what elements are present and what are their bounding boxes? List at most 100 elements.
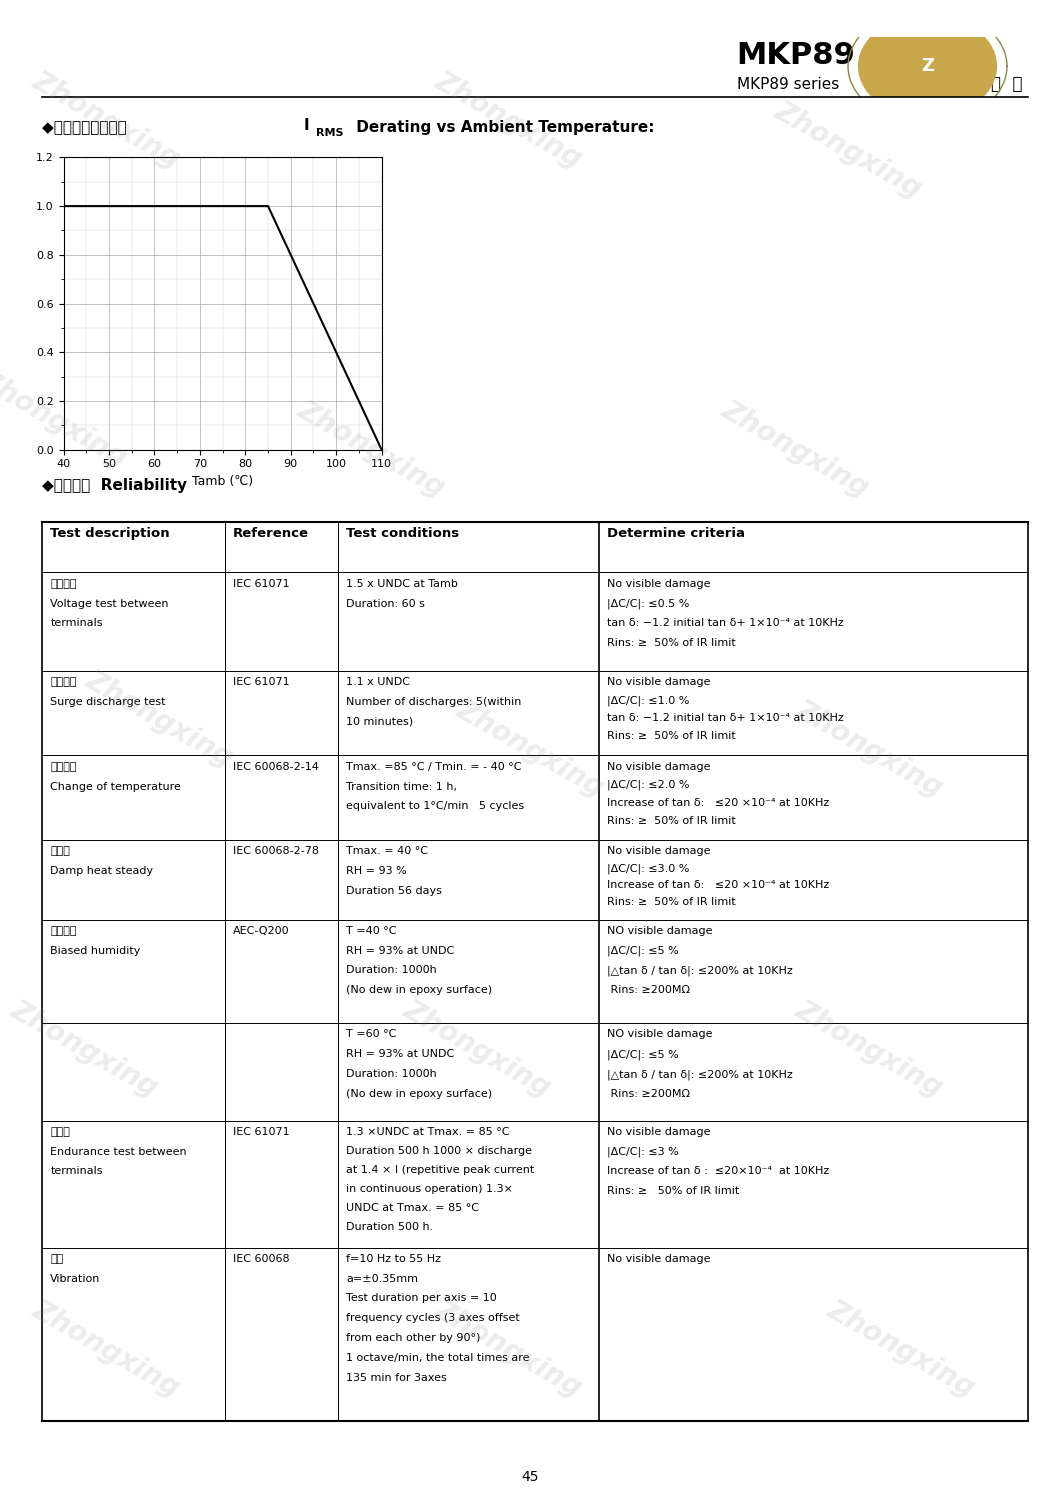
Text: 中  星: 中 星 — [991, 75, 1023, 93]
Text: MKP89: MKP89 — [737, 40, 855, 70]
Text: No visible damage: No visible damage — [607, 761, 711, 772]
Text: 耐久性: 耐久性 — [50, 1127, 70, 1136]
Text: Zhongxing: Zhongxing — [823, 1295, 979, 1403]
Text: No visible damage: No visible damage — [607, 847, 711, 856]
Text: Reference: Reference — [232, 528, 308, 540]
Text: Zhongxing: Zhongxing — [770, 96, 926, 204]
Text: Test conditions: Test conditions — [346, 528, 459, 540]
Text: NO visible damage: NO visible damage — [607, 926, 712, 935]
Text: Rins: ≥  50% of IR limit: Rins: ≥ 50% of IR limit — [607, 896, 736, 907]
Text: |ΔC/C|: ≤3 %: |ΔC/C|: ≤3 % — [607, 1147, 679, 1157]
Text: UNDC at Tmax. = 85 °C: UNDC at Tmax. = 85 °C — [346, 1204, 479, 1213]
Text: ◆纹波电流降额曲线: ◆纹波电流降额曲线 — [42, 120, 132, 135]
Text: |ΔC/C|: ≤5 %: |ΔC/C|: ≤5 % — [607, 946, 679, 956]
Text: I: I — [303, 117, 310, 133]
Text: at 1.4 × I (repetitive peak current: at 1.4 × I (repetitive peak current — [346, 1165, 534, 1175]
Text: in continuous operation) 1.3×: in continuous operation) 1.3× — [346, 1184, 513, 1195]
Text: Zhongxing: Zhongxing — [6, 995, 163, 1103]
Text: 极间耗压: 极间耗压 — [50, 579, 76, 589]
Text: Zhongxing: Zhongxing — [430, 1295, 587, 1403]
Text: 振动: 振动 — [50, 1253, 64, 1264]
Text: IEC 61071: IEC 61071 — [232, 1127, 289, 1136]
Text: Increase of tan δ:   ≤20 ×10⁻⁴ at 10KHz: Increase of tan δ: ≤20 ×10⁻⁴ at 10KHz — [607, 797, 830, 808]
Text: ◆可靠性：  Reliability: ◆可靠性： Reliability — [42, 478, 188, 493]
Text: tan δ: −1.2 initial tan δ+ 1×10⁻⁴ at 10KHz: tan δ: −1.2 initial tan δ+ 1×10⁻⁴ at 10K… — [607, 618, 844, 628]
Text: Z: Z — [921, 57, 934, 75]
Text: |ΔC/C|: ≤5 %: |ΔC/C|: ≤5 % — [607, 1049, 679, 1060]
Text: Zhongxing: Zhongxing — [0, 366, 131, 474]
Text: Rins: ≥  50% of IR limit: Rins: ≥ 50% of IR limit — [607, 815, 736, 826]
Text: Determine criteria: Determine criteria — [607, 528, 745, 540]
Text: 温度变化: 温度变化 — [50, 761, 76, 772]
Text: T =60 °C: T =60 °C — [346, 1030, 396, 1039]
Text: frequency cycles (3 axes offset: frequency cycles (3 axes offset — [346, 1313, 519, 1324]
Text: Tmax. =85 °C / Tmin. = - 40 °C: Tmax. =85 °C / Tmin. = - 40 °C — [346, 761, 522, 772]
Text: Duration 500 h 1000 × discharge: Duration 500 h 1000 × discharge — [346, 1145, 532, 1156]
Text: No visible damage: No visible damage — [607, 579, 711, 589]
Text: |ΔC/C|: ≤0.5 %: |ΔC/C|: ≤0.5 % — [607, 598, 690, 609]
Text: (No dew in epoxy surface): (No dew in epoxy surface) — [346, 985, 492, 995]
Text: No visible damage: No visible damage — [607, 678, 711, 687]
Text: AEC-Q200: AEC-Q200 — [232, 926, 289, 935]
Text: Zhongxing: Zhongxing — [791, 995, 948, 1103]
Text: Damp heat steady: Damp heat steady — [50, 866, 154, 877]
Text: |ΔC/C|: ≤3.0 %: |ΔC/C|: ≤3.0 % — [607, 863, 690, 874]
Text: IEC 60068: IEC 60068 — [232, 1253, 289, 1264]
Text: tan δ: −1.2 initial tan δ+ 1×10⁻⁴ at 10KHz: tan δ: −1.2 initial tan δ+ 1×10⁻⁴ at 10K… — [607, 714, 844, 723]
X-axis label: Tamb (℃): Tamb (℃) — [192, 475, 253, 489]
Text: Vibration: Vibration — [50, 1274, 101, 1283]
Text: No visible damage: No visible damage — [607, 1127, 711, 1136]
Text: terminals: terminals — [50, 618, 103, 628]
Text: Zhongxing: Zhongxing — [293, 396, 449, 504]
Text: 1 octave/min, the total times are: 1 octave/min, the total times are — [346, 1352, 530, 1363]
Text: Zhongxing: Zhongxing — [717, 396, 873, 504]
Text: Zhongxing: Zhongxing — [452, 696, 608, 803]
Text: Duration: 60 s: Duration: 60 s — [346, 598, 425, 609]
Text: Rins: ≥  50% of IR limit: Rins: ≥ 50% of IR limit — [607, 732, 736, 741]
Text: T =40 °C: T =40 °C — [346, 926, 396, 935]
Text: 45: 45 — [522, 1469, 538, 1484]
Text: Duration 56 days: Duration 56 days — [346, 886, 442, 896]
Text: equivalent to 1°C/min   5 cycles: equivalent to 1°C/min 5 cycles — [346, 802, 524, 811]
Text: RH = 93% at UNDC: RH = 93% at UNDC — [346, 946, 455, 955]
Text: a=±0.35mm: a=±0.35mm — [346, 1274, 418, 1283]
Text: NO visible damage: NO visible damage — [607, 1030, 712, 1039]
Text: Rins: ≥   50% of IR limit: Rins: ≥ 50% of IR limit — [607, 1186, 740, 1196]
Text: 1.3 ×UNDC at Tmax. = 85 °C: 1.3 ×UNDC at Tmax. = 85 °C — [346, 1127, 510, 1136]
Text: MKP89 series: MKP89 series — [737, 76, 838, 91]
Text: IEC 60068-2-14: IEC 60068-2-14 — [232, 761, 319, 772]
Text: Change of temperature: Change of temperature — [50, 781, 181, 791]
Text: 10 minutes): 10 minutes) — [346, 717, 413, 727]
Text: IEC 61071: IEC 61071 — [232, 678, 289, 687]
Text: Rins: ≥200MΩ: Rins: ≥200MΩ — [607, 985, 690, 995]
Text: Duration 500 h.: Duration 500 h. — [346, 1222, 434, 1232]
Text: Derating vs Ambient Temperature:: Derating vs Ambient Temperature: — [351, 120, 654, 135]
Text: 耐湿性: 耐湿性 — [50, 847, 70, 856]
Text: Number of discharges: 5(within: Number of discharges: 5(within — [346, 697, 522, 708]
Text: Rins: ≥  50% of IR limit: Rins: ≥ 50% of IR limit — [607, 639, 736, 648]
Text: 135 min for 3axes: 135 min for 3axes — [346, 1373, 446, 1382]
Text: Duration: 1000h: Duration: 1000h — [346, 965, 437, 976]
Text: Tmax. = 40 °C: Tmax. = 40 °C — [346, 847, 428, 856]
Text: Rins: ≥200MΩ: Rins: ≥200MΩ — [607, 1088, 690, 1099]
Text: Surge discharge test: Surge discharge test — [50, 697, 165, 708]
Text: Test description: Test description — [50, 528, 170, 540]
Text: terminals: terminals — [50, 1166, 103, 1177]
Text: f=10 Hz to 55 Hz: f=10 Hz to 55 Hz — [346, 1253, 441, 1264]
Text: Zhongxing: Zhongxing — [81, 666, 237, 773]
Text: 1.5 x UNDC at Tamb: 1.5 x UNDC at Tamb — [346, 579, 458, 589]
Text: Increase of tan δ:   ≤20 ×10⁻⁴ at 10KHz: Increase of tan δ: ≤20 ×10⁻⁴ at 10KHz — [607, 880, 830, 890]
Text: |△tan δ / tan δ|: ≤200% at 10KHz: |△tan δ / tan δ|: ≤200% at 10KHz — [607, 1069, 793, 1079]
Text: |ΔC/C|: ≤2.0 %: |ΔC/C|: ≤2.0 % — [607, 779, 690, 790]
Text: Endurance test between: Endurance test between — [50, 1147, 187, 1157]
Polygon shape — [859, 15, 996, 117]
Text: Zhongxing: Zhongxing — [28, 1295, 184, 1403]
Text: IEC 60068-2-78: IEC 60068-2-78 — [232, 847, 319, 856]
Text: No visible damage: No visible damage — [607, 1253, 711, 1264]
Text: Duration: 1000h: Duration: 1000h — [346, 1069, 437, 1079]
Text: 耐湿负荷: 耐湿负荷 — [50, 926, 76, 935]
Text: Test duration per axis = 10: Test duration per axis = 10 — [346, 1294, 497, 1304]
Text: Transition time: 1 h,: Transition time: 1 h, — [346, 781, 457, 791]
Text: Increase of tan δ :  ≤20×10⁻⁴  at 10KHz: Increase of tan δ : ≤20×10⁻⁴ at 10KHz — [607, 1166, 830, 1177]
Text: Zhongxing: Zhongxing — [28, 66, 184, 174]
